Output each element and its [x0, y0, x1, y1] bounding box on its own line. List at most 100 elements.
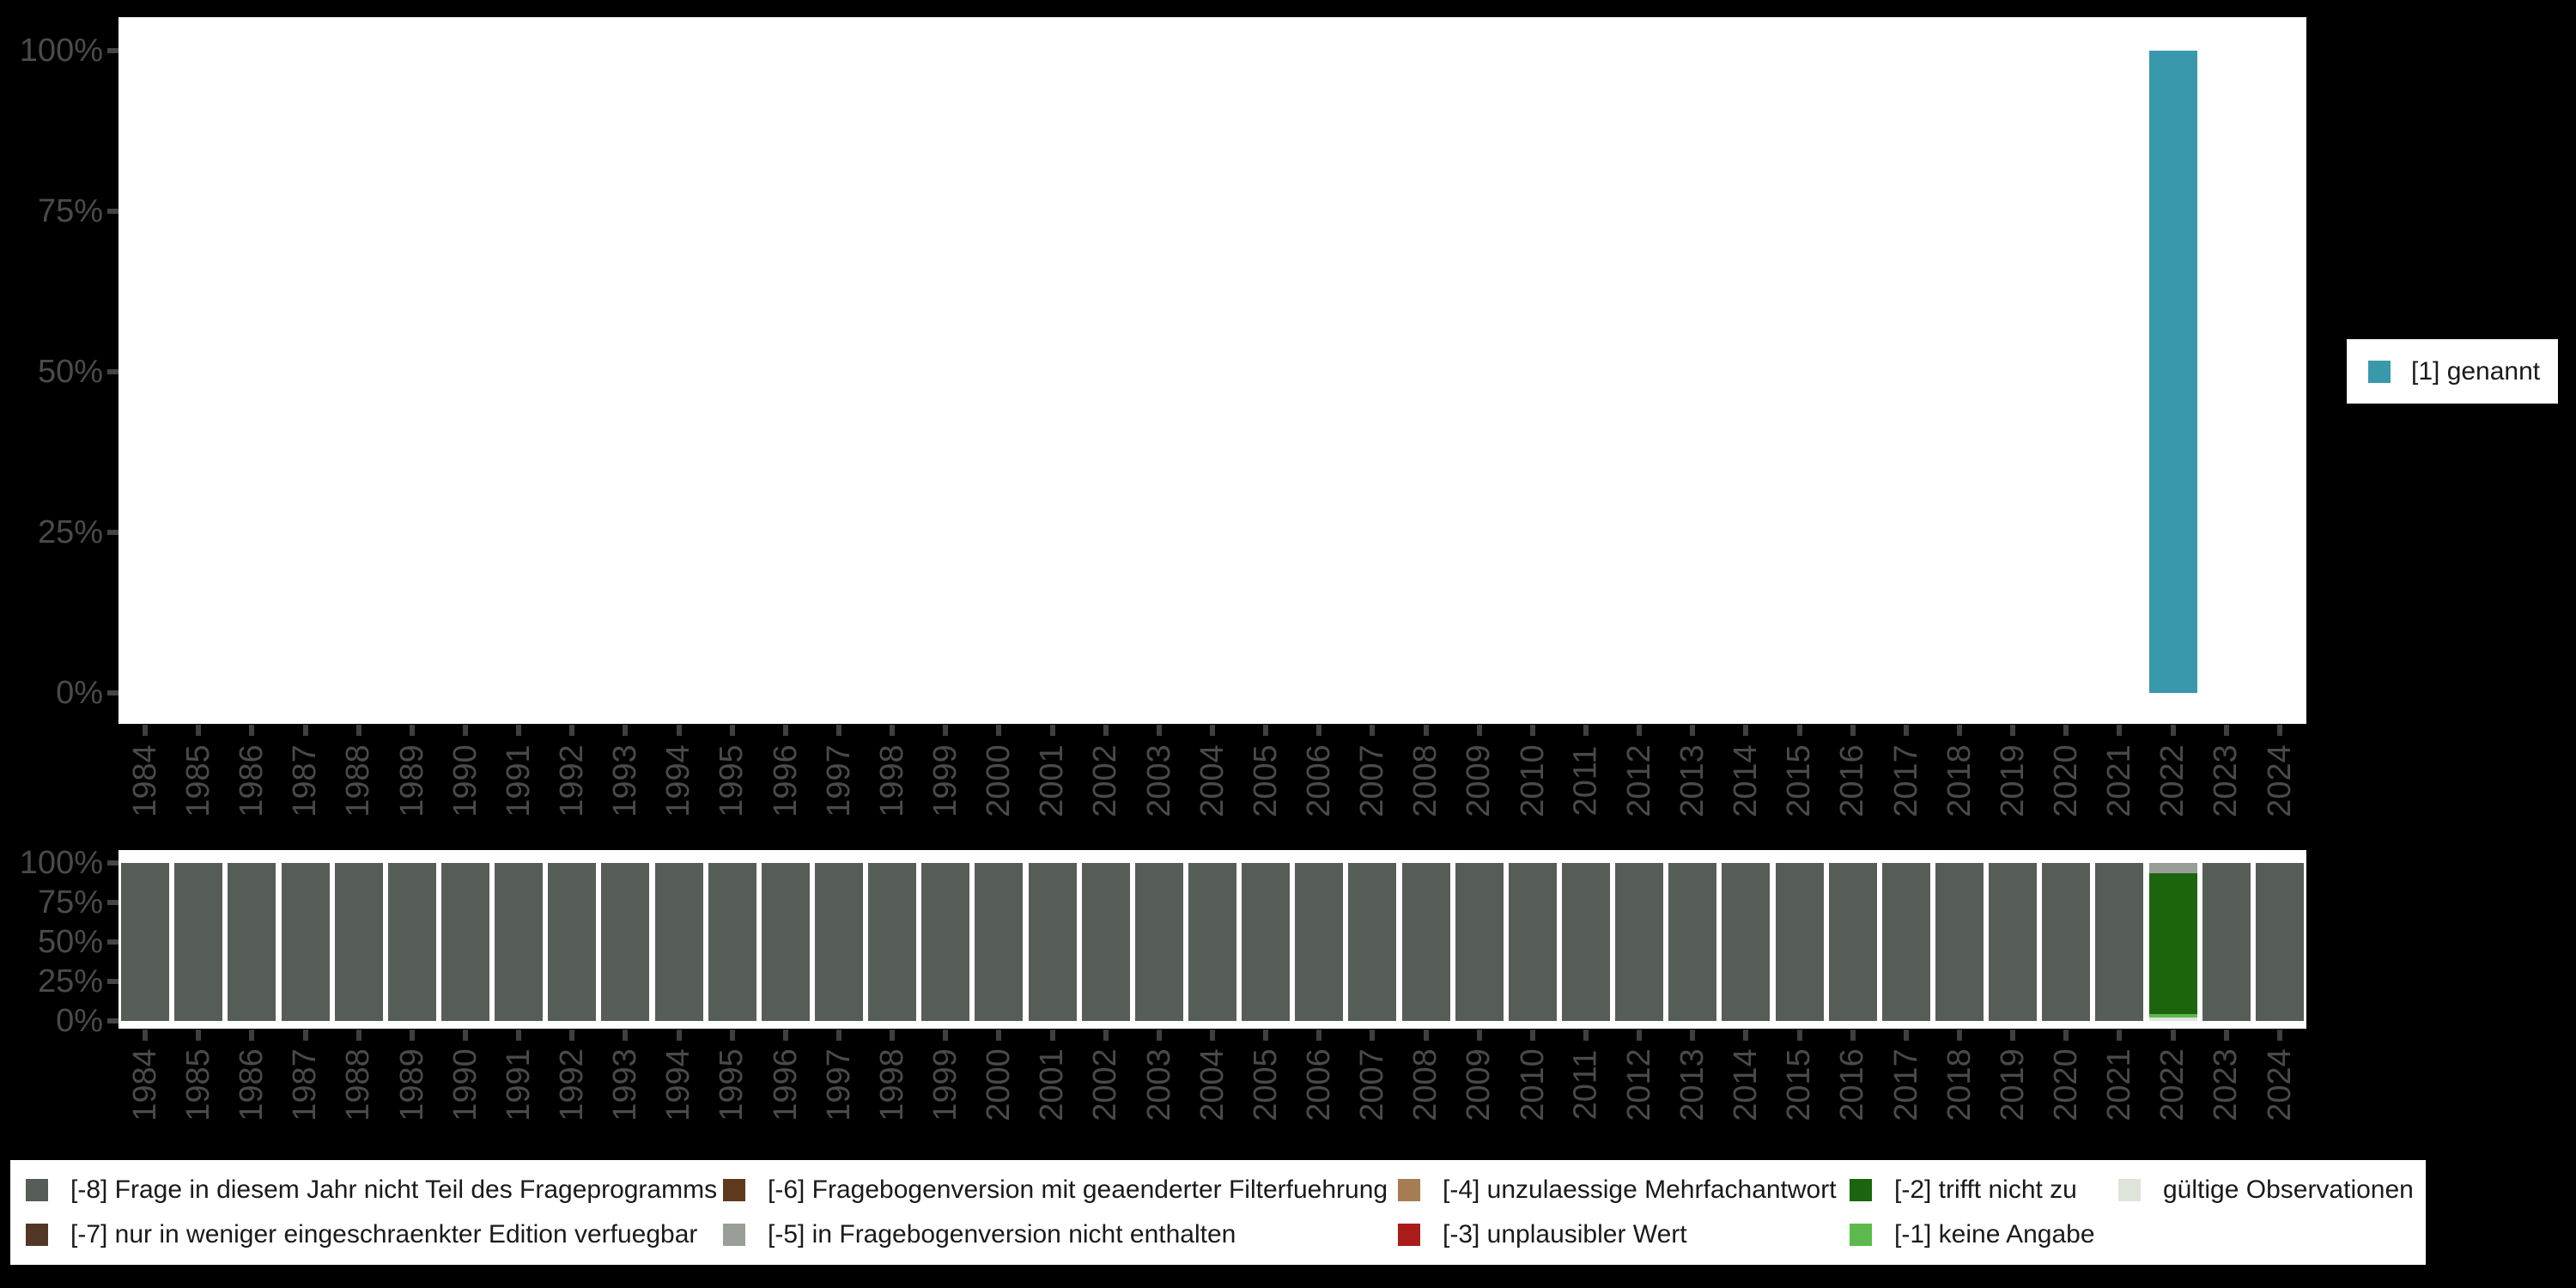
x-axis-tick [890, 1029, 896, 1041]
x-axis-year: 2024 [2261, 744, 2298, 817]
x-axis-tick [1637, 1029, 1643, 1041]
bar-segment-2012 [1615, 863, 1664, 1021]
x-axis-tick [462, 724, 468, 736]
bar-segment-2013 [1668, 863, 1717, 1021]
legend-label: [-4] unzulaessige Mehrfachantwort [1443, 1176, 1837, 1204]
y-axis-label: 0% [56, 674, 103, 711]
x-axis-tick [1263, 1029, 1269, 1041]
y-axis-label: 75% [37, 884, 103, 920]
x-axis-tick [996, 1029, 1002, 1041]
bar-segment-2022 [2148, 1018, 2197, 1021]
x-axis-tick [1210, 724, 1215, 736]
bar-segment-2023 [2202, 863, 2251, 1021]
x-axis-tick [516, 1029, 522, 1041]
x-axis-tick [1156, 724, 1162, 736]
x-axis-tick [1637, 724, 1643, 736]
x-axis-tick [1583, 724, 1589, 736]
bar-segment-1996 [761, 863, 810, 1021]
legend-swatch [26, 1224, 48, 1246]
x-axis-tick [196, 724, 202, 736]
y-axis-tick [107, 979, 118, 984]
x-axis-tick [1103, 724, 1109, 736]
legend-item: gültige Observationen [2118, 1168, 2426, 1212]
y-axis-tick [107, 860, 118, 866]
legend-item: [-3] unplausibler Wert [1398, 1212, 1850, 1257]
x-axis-tick [676, 724, 682, 736]
x-axis-tick [1316, 1029, 1322, 1041]
legend-item: [-5] in Fragebogenversion nicht enthalte… [723, 1212, 1398, 1257]
y-axis-tick [107, 529, 118, 535]
x-axis-tick [1743, 1029, 1749, 1041]
x-axis-tick [302, 724, 308, 736]
x-axis-tick [1850, 1029, 1856, 1041]
x-axis-tick [1903, 1029, 1909, 1041]
x-axis-tick [1103, 1029, 1109, 1041]
x-axis-tick [782, 1029, 788, 1041]
bar-segment-2001 [1028, 863, 1077, 1021]
x-axis-tick [2276, 724, 2282, 736]
x-axis-tick [2010, 724, 2016, 736]
legend-swatch [1398, 1224, 1420, 1246]
y-axis-tick [107, 690, 118, 696]
legend-item: [-7] nur in weniger eingeschraenkter Edi… [26, 1212, 723, 1257]
x-axis-tick [516, 724, 522, 736]
legend-swatch [2118, 1179, 2141, 1201]
legend-label: [-1] keine Angabe [1894, 1220, 2095, 1249]
bar-segment-1991 [495, 863, 544, 1021]
x-axis-tick [1370, 1029, 1376, 1041]
legend-item: [-4] unzulaessige Mehrfachantwort [1398, 1168, 1850, 1212]
x-axis-tick [355, 1029, 361, 1041]
x-axis-tick [2117, 1029, 2123, 1041]
bar-segment-1987 [281, 863, 330, 1021]
y-axis-label: 100% [19, 33, 103, 69]
x-axis-tick [1476, 724, 1482, 736]
x-axis-tick [569, 724, 575, 736]
legend-swatch [1850, 1224, 1872, 1246]
bar-segment-1994 [654, 863, 703, 1021]
bar-segment-1997 [814, 863, 863, 1021]
missing-codes-legend: [-8] Frage in diesem Jahr nicht Teil des… [10, 1160, 2426, 1265]
x-axis-tick [1529, 724, 1535, 736]
legend-label: [-5] in Fragebogenversion nicht enthalte… [768, 1220, 1236, 1249]
x-axis-tick [2170, 724, 2176, 736]
x-axis-tick [943, 1029, 949, 1041]
bar-segment-2004 [1188, 863, 1236, 1021]
bar-segment-1992 [548, 863, 597, 1021]
bar-segment-1989 [387, 863, 436, 1021]
bar-segment-2020 [2042, 863, 2091, 1021]
x-axis-tick [1476, 1029, 1482, 1041]
y-axis-label: 0% [56, 1003, 103, 1039]
legend-item: [-8] Frage in diesem Jahr nicht Teil des… [26, 1168, 723, 1212]
x-axis-tick [2010, 1029, 2016, 1041]
x-axis-tick [2117, 724, 2123, 736]
x-axis-year: 2024 [2261, 1048, 2298, 1121]
bar-segment-2022 [2148, 872, 2197, 1014]
y-axis-label: 25% [37, 513, 103, 550]
bar-segment-2014 [1722, 863, 1771, 1021]
legend-item: [-2] trifft nicht zu [1850, 1168, 2118, 1212]
x-axis-tick [1210, 1029, 1215, 1041]
legend-swatch [1850, 1179, 1872, 1201]
x-axis-tick [2063, 1029, 2069, 1041]
x-axis-label: 2024 [2228, 737, 2331, 824]
bar-segment-2017 [1881, 863, 1930, 1021]
x-axis-tick [2223, 724, 2229, 736]
x-axis-tick [462, 1029, 468, 1041]
bar-segment-2009 [1455, 863, 1504, 1021]
x-axis-tick [623, 724, 629, 736]
y-axis-tick [107, 368, 118, 374]
legend-swatch [26, 1179, 48, 1201]
legend-label: [-8] Frage in diesem Jahr nicht Teil des… [70, 1176, 718, 1204]
x-axis-tick [943, 724, 949, 736]
bar-segment-2022 [2148, 1013, 2197, 1018]
x-axis-label: 2024 [2228, 1041, 2331, 1128]
x-axis-tick [409, 724, 415, 736]
bar-segment-1993 [601, 863, 650, 1021]
x-axis-tick [1583, 1029, 1589, 1041]
y-axis-label: 50% [37, 924, 103, 960]
x-axis-tick [1690, 724, 1696, 736]
x-axis-tick [1957, 724, 1963, 736]
x-axis-tick [409, 1029, 415, 1041]
legend-label-genannt: [1] genannt [2411, 356, 2541, 386]
